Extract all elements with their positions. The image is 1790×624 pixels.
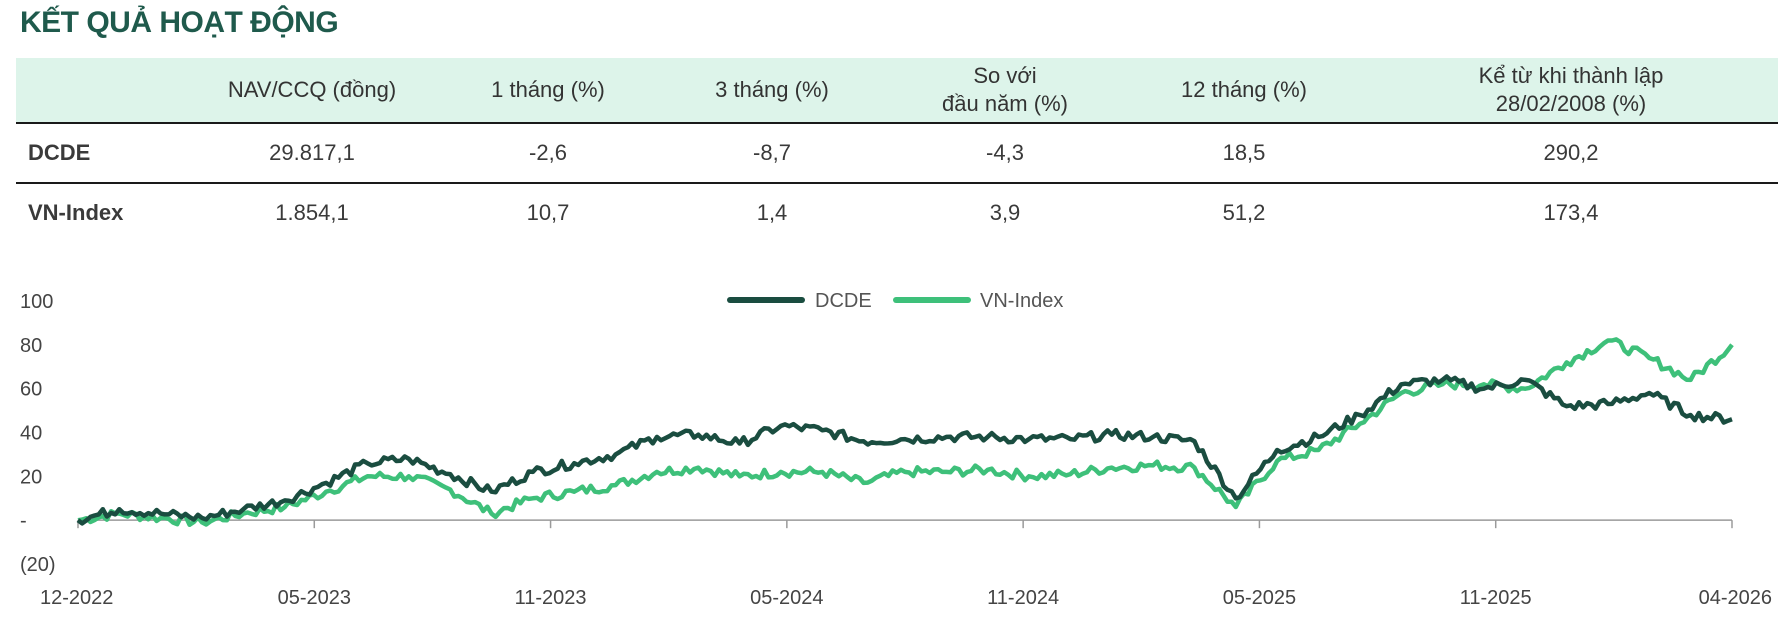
y-tick-label: 80 (20, 335, 42, 357)
line-chart: 100 80 60 40 20 - (20) 12-2022 05-2023 11-2023 05-… (20, 290, 1772, 609)
table-cell: -2,6 (438, 123, 658, 184)
header-cell: 12 tháng (%) (1124, 58, 1364, 124)
section-title: KẾT QUẢ HOẠT ĐỘNG (20, 6, 339, 39)
header-cell: 1 tháng (%) (438, 58, 658, 124)
y-tick-label: (20) (20, 554, 56, 576)
performance-table: NAV/CCQ (đồng) 1 tháng (%) 3 tháng (%) S… (16, 58, 1778, 242)
table-row: VN-Index 1.854,1 10,7 1,4 3,9 51,2 173,4 (16, 183, 1778, 242)
table-cell: 3,9 (989, 200, 1021, 225)
table-cell: 1.854,1 (275, 200, 349, 225)
x-tick-label: 11-2025 (1460, 587, 1532, 609)
x-tick-label: 05-2023 (278, 587, 351, 609)
x-tick-label: 04-2026 (1699, 587, 1772, 609)
header-cell: Kể từ khi thành lập 28/02/2008 (%) (1364, 58, 1778, 124)
series-line-dcde (76, 374, 1733, 526)
header-cell: So với đầu năm (%) (886, 58, 1124, 124)
x-tick-label: 11-2024 (987, 587, 1059, 609)
series-line-vn-index (77, 337, 1734, 528)
legend-label: DCDE (815, 290, 872, 312)
table-row: DCDE 29.817,1 -2,6 -8,7 -4,3 18,5 290,2 (16, 123, 1778, 184)
x-tick-label: 05-2025 (1223, 587, 1296, 609)
table-cell: 1,4 (756, 200, 788, 225)
y-tick-label: 60 (20, 379, 42, 401)
table-cell: 10,7 (526, 200, 570, 225)
row-label: VN-Index (28, 200, 124, 225)
table-cell: -4,3 (886, 123, 1124, 184)
header-cell: NAV/CCQ (đồng) (186, 58, 438, 124)
x-tick-label: 05-2024 (750, 587, 823, 609)
y-tick-label: 100 (20, 291, 53, 313)
table-cell: -8,7 (658, 123, 886, 184)
table-cell: 18,5 (1124, 123, 1364, 184)
header-cell (16, 58, 186, 124)
legend-label: VN-Index (980, 290, 1063, 312)
header-cell: 3 tháng (%) (658, 58, 886, 124)
y-tick-label: - (20, 510, 27, 532)
y-tick-label: 40 (20, 423, 42, 445)
x-tick-label: 12-2022 (40, 587, 113, 609)
table-cell: 51,2 (1222, 200, 1266, 225)
row-label: DCDE (16, 123, 186, 184)
y-tick-label: 20 (20, 466, 42, 488)
table-cell: 290,2 (1364, 123, 1778, 184)
table-header-row: NAV/CCQ (đồng) 1 tháng (%) 3 tháng (%) S… (16, 58, 1778, 124)
table-cell: 29.817,1 (186, 123, 438, 184)
x-tick-label: 11-2023 (515, 587, 587, 609)
table-cell: 173,4 (1543, 200, 1599, 225)
